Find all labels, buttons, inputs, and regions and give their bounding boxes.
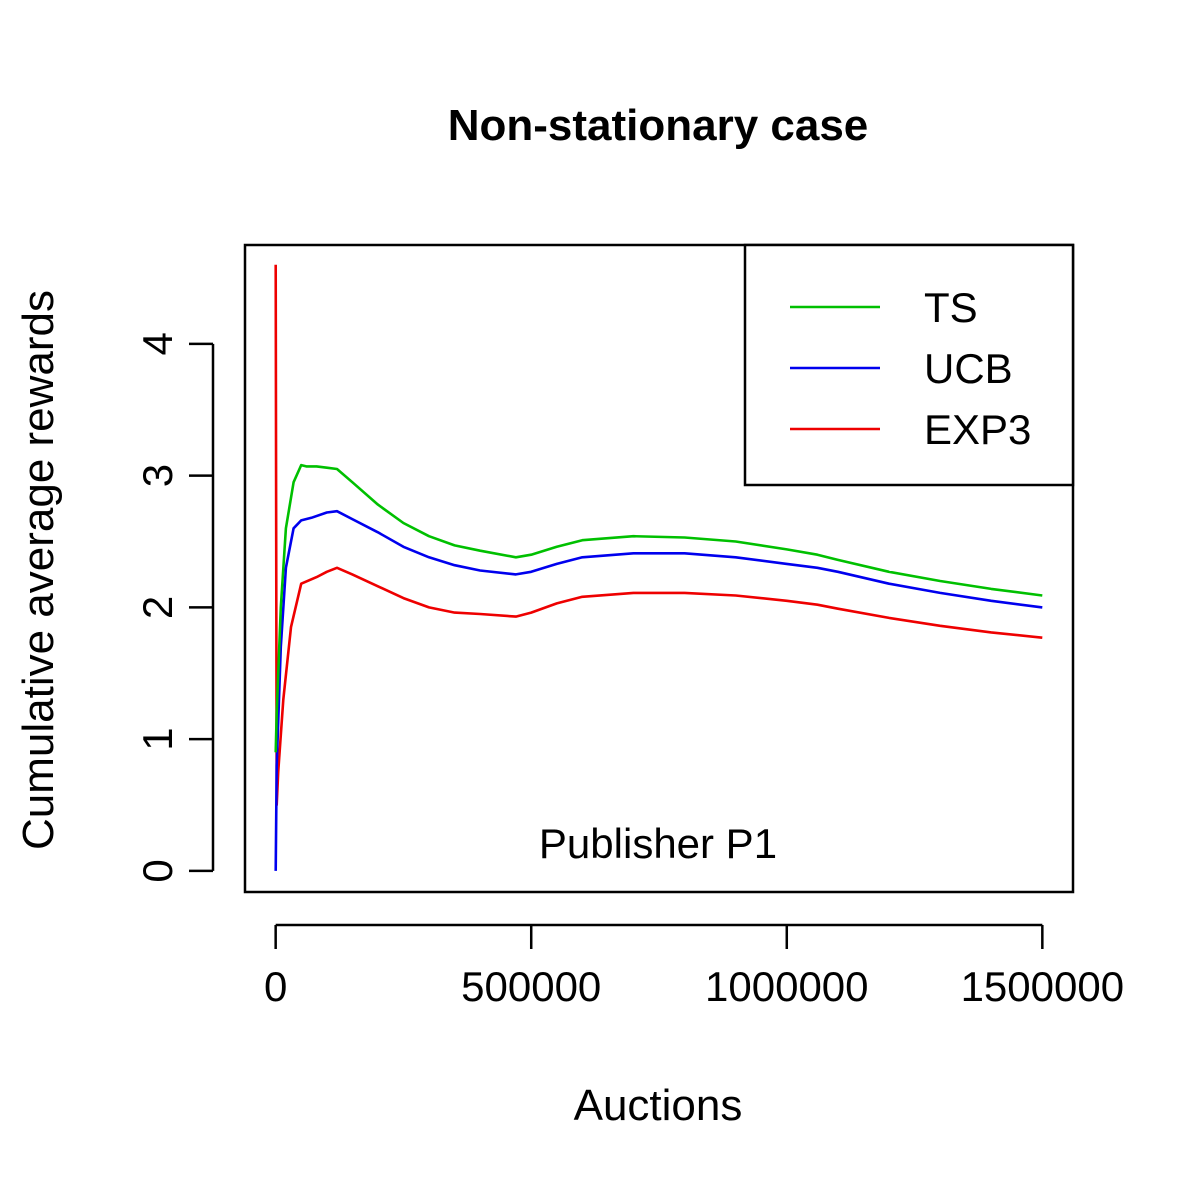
axes-layer: 0 500000 1000000 1500000 0 1 2 3 4 bbox=[134, 332, 1124, 1010]
legend: TS UCB EXP3 bbox=[743, 243, 1075, 487]
y-tick-label: 4 bbox=[134, 332, 181, 355]
x-tick-label: 500000 bbox=[461, 963, 601, 1010]
legend-box bbox=[743, 243, 1075, 487]
plot-frame bbox=[243, 243, 1075, 894]
x-tick-label: 1000000 bbox=[705, 963, 869, 1010]
chart-title: Non-stationary case bbox=[448, 101, 869, 150]
x-tick-label: 1500000 bbox=[961, 963, 1125, 1010]
series-layer bbox=[274, 264, 1043, 871]
series-line-ucb bbox=[274, 509, 1043, 871]
y-tick-label: 1 bbox=[134, 727, 181, 750]
y-axis-label: Cumulative average rewards bbox=[14, 290, 63, 850]
series-line-exp3 bbox=[274, 264, 1043, 807]
legend-label-ts: TS bbox=[924, 284, 978, 331]
x-axis-label: Auctions bbox=[574, 1081, 743, 1130]
legend-label-exp3: EXP3 bbox=[924, 406, 1031, 453]
y-tick-label: 0 bbox=[134, 859, 181, 882]
x-tick-label: 0 bbox=[264, 963, 287, 1010]
series-line-ts bbox=[274, 463, 1043, 753]
y-tick-label: 3 bbox=[134, 464, 181, 487]
legend-label-ucb: UCB bbox=[924, 345, 1013, 392]
annotation-publisher: Publisher P1 bbox=[539, 820, 777, 867]
y-tick-label: 2 bbox=[134, 596, 181, 619]
